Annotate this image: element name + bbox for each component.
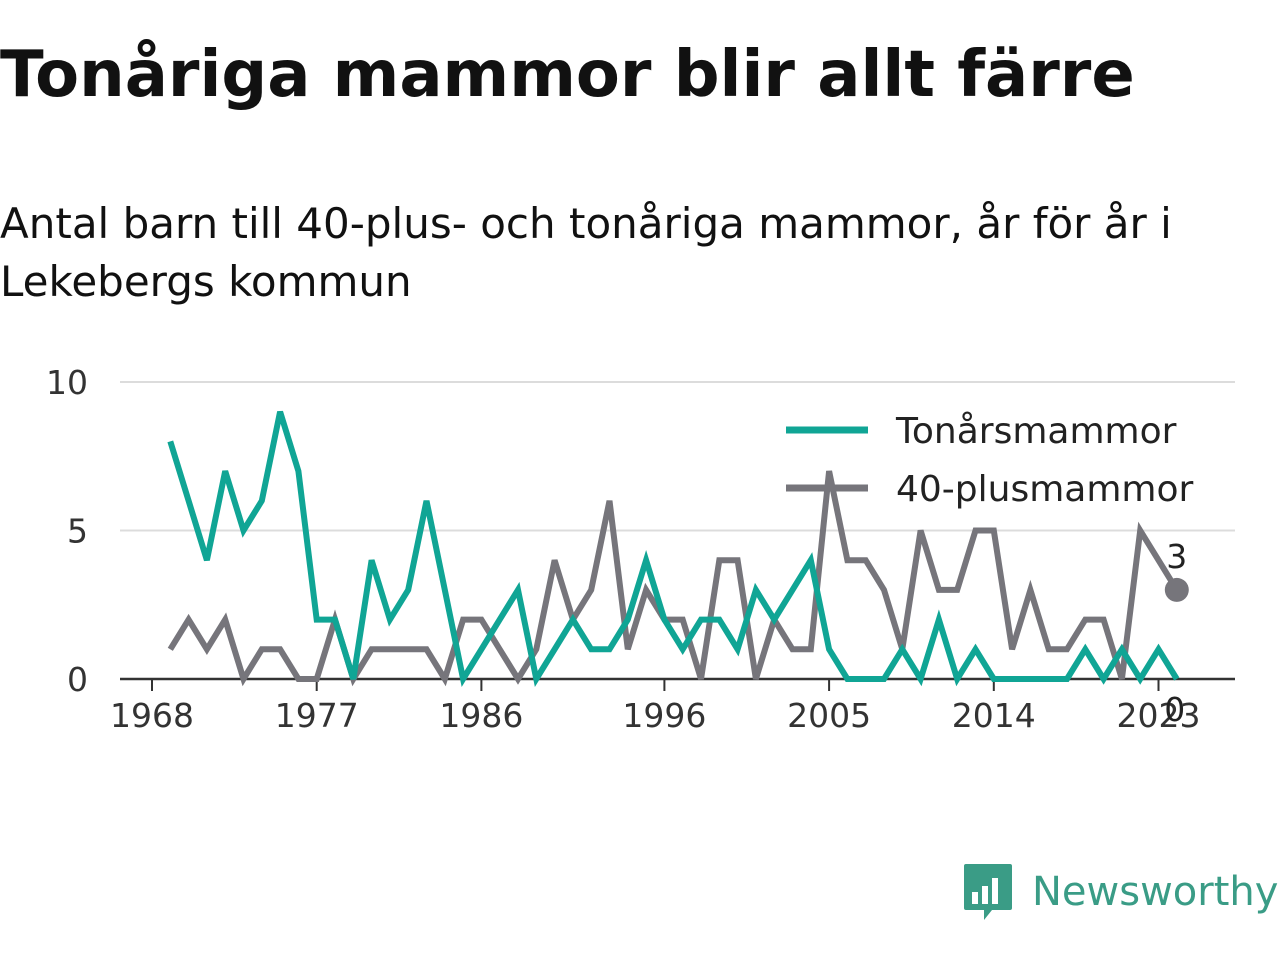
end-point-40-plusmammor	[1164, 577, 1189, 602]
legend-label-1: 40-plusmammor	[896, 469, 1194, 510]
x-tick-label-1986: 1986	[439, 696, 523, 735]
x-tick-label-1968: 1968	[110, 696, 194, 735]
series-lines	[167, 410, 1180, 688]
newsworthy-logo-icon	[964, 864, 1012, 920]
chart-title: Tonåriga mammor blir allt färre	[0, 38, 1135, 112]
brand-name: Newsworthy	[1032, 869, 1279, 915]
legend: Tonårsmammor 40-plusmammor	[786, 411, 1194, 510]
chart-subtitle: Antal barn till 40-plus- och tonåriga ma…	[0, 199, 1172, 306]
series-line-tonarsmammor	[167, 410, 1180, 688]
x-tick-label-1996: 1996	[622, 696, 706, 735]
y-tick-label-5: 5	[67, 512, 88, 551]
x-tick-label-2023: 2023	[1117, 696, 1201, 735]
line-chart: 0 5 10 1968 1977 1986 1996 2005 2014 2023 Tonårs…	[46, 363, 1235, 735]
x-axis: 1968 1977 1986 1996 2005 2014 2023	[110, 677, 1235, 735]
y-tick-label-0: 0	[67, 660, 88, 699]
x-tick-label-2005: 2005	[787, 696, 871, 735]
end-label-40-plusmammor: 3	[1166, 537, 1187, 576]
brand-logo: Newsworthy	[962, 862, 1278, 922]
x-tick-label-2014: 2014	[952, 696, 1036, 735]
y-tick-label-10: 10	[46, 363, 88, 402]
legend-label-0: Tonårsmammor	[895, 411, 1177, 452]
end-label-tonarsmammor: 0	[1164, 690, 1185, 729]
x-tick-label-1977: 1977	[275, 696, 359, 735]
end-labels: 30	[1164, 537, 1189, 729]
y-axis: 0 5 10	[46, 363, 88, 699]
